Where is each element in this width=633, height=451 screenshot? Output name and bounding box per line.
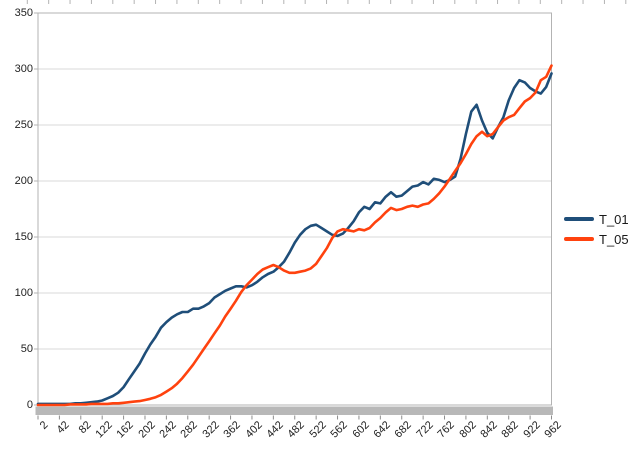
legend-label: T_05 xyxy=(599,231,629,247)
y-axis-tick-label: 200 xyxy=(14,174,33,187)
y-axis-tick-label: 300 xyxy=(14,62,33,75)
legend-item-T_05: T_05 xyxy=(564,229,629,249)
y-axis-tick-label: 50 xyxy=(20,342,33,355)
legend: T_01 T_05 xyxy=(564,209,629,249)
series-line-T_05 xyxy=(36,64,553,407)
y-axis-tick-label: 250 xyxy=(14,118,33,131)
legend-item-T_01: T_01 xyxy=(564,209,629,229)
y-axis-tick-label: 150 xyxy=(14,230,33,243)
legend-label: T_01 xyxy=(599,211,629,227)
plot-border xyxy=(37,12,552,406)
y-axis-tick-label: 350 xyxy=(14,6,33,19)
legend-line-swatch xyxy=(564,217,594,221)
y-axis-tick-label: 100 xyxy=(14,286,33,299)
legend-line-swatch xyxy=(564,237,594,241)
series-line-T_01 xyxy=(36,72,553,406)
y-axis-tick-label: 0 xyxy=(26,398,33,411)
x-axis-band xyxy=(35,406,553,415)
